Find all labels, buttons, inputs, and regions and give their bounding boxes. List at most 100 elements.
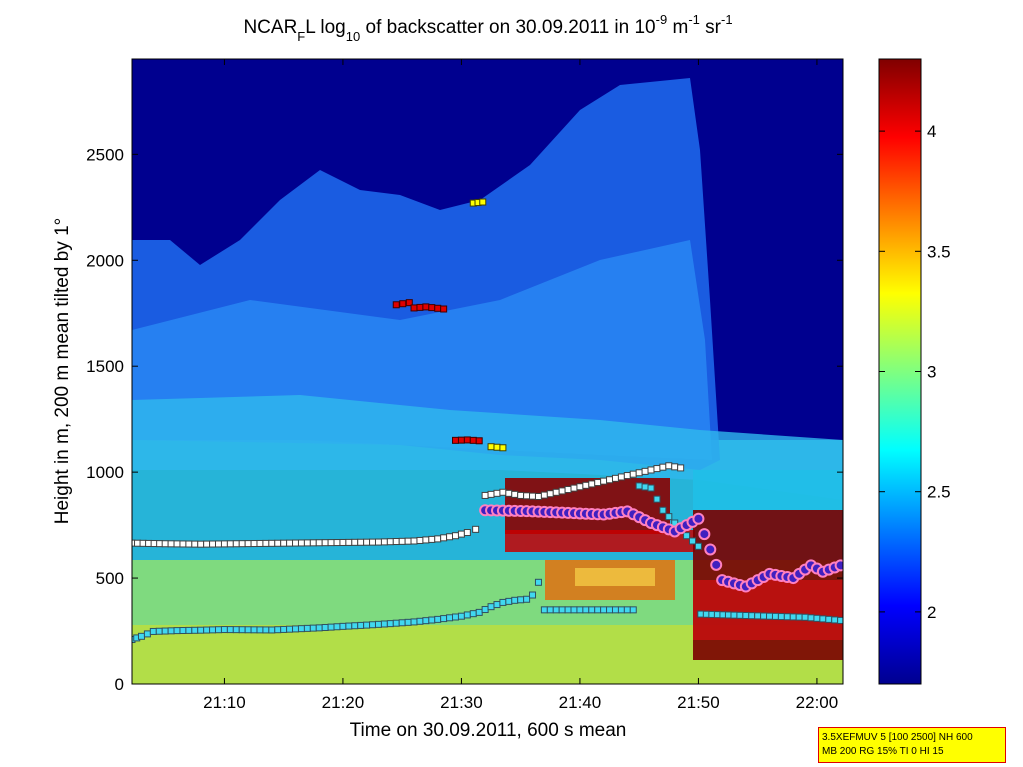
layer-marker-square bbox=[173, 627, 181, 635]
layer-marker-square bbox=[357, 621, 365, 629]
layer-marker-square bbox=[286, 539, 294, 547]
layer-marker-square bbox=[600, 477, 608, 485]
layer-marker-square bbox=[457, 530, 465, 538]
layer-marker-square bbox=[410, 537, 418, 545]
layer-marker-square bbox=[671, 463, 679, 471]
layer-marker-square bbox=[493, 443, 501, 451]
layer-marker-square bbox=[576, 606, 584, 614]
layer-marker-square bbox=[505, 597, 513, 605]
layer-marker-square bbox=[540, 491, 548, 499]
layer-marker-square bbox=[795, 613, 803, 621]
marker-layer bbox=[132, 198, 843, 644]
colorbar-tick-label: 3 bbox=[927, 363, 936, 382]
layer-marker-square bbox=[665, 462, 673, 470]
dense-layer-yellow bbox=[575, 568, 655, 586]
layer-marker-square bbox=[760, 612, 768, 620]
layer-marker-square bbox=[161, 540, 169, 548]
x-tick-label: 21:20 bbox=[322, 693, 365, 712]
layer-marker-square bbox=[428, 304, 436, 312]
layer-marker-circle bbox=[692, 512, 705, 525]
layer-marker-square bbox=[428, 616, 436, 624]
layer-marker-square bbox=[694, 542, 702, 550]
plot-frame bbox=[131, 58, 844, 685]
layer-marker-square bbox=[268, 539, 276, 547]
layer-marker-square bbox=[635, 482, 643, 490]
layer-marker-square bbox=[321, 623, 329, 631]
dense-layer-late-red bbox=[693, 580, 843, 640]
layer-marker-square bbox=[617, 473, 625, 481]
layer-marker-square bbox=[399, 300, 407, 308]
layer-marker-square bbox=[487, 490, 495, 498]
layer-marker-square bbox=[813, 614, 821, 622]
layer-marker-square bbox=[416, 303, 424, 311]
y-axis: 0 500 1000 1500 2000 2500 bbox=[86, 145, 843, 694]
layer-marker-square bbox=[345, 622, 353, 630]
layer-marker-square bbox=[303, 624, 311, 632]
layer-marker-square bbox=[309, 539, 317, 547]
layer-marker-square bbox=[742, 611, 750, 619]
info-box: 3.5XEFMUV 5 [100 2500] NH 600 MB 200 RG … bbox=[818, 727, 1006, 763]
layer-marker-square bbox=[481, 606, 489, 614]
layer-marker-square bbox=[250, 626, 258, 634]
layer-marker-square bbox=[472, 525, 480, 533]
layer-marker-square bbox=[523, 595, 531, 603]
layer-marker-square bbox=[493, 489, 501, 497]
x-tick-label: 21:30 bbox=[440, 693, 483, 712]
layer-marker-square bbox=[244, 626, 252, 634]
layer-marker-square bbox=[155, 627, 163, 635]
layer-marker-square bbox=[167, 627, 175, 635]
layer-marker-square bbox=[789, 613, 797, 621]
info-line-1: 3.5XEFMUV 5 [100 2500] NH 600 bbox=[822, 732, 973, 743]
layer-marker-square bbox=[422, 536, 430, 544]
layer-marker-square bbox=[479, 198, 487, 206]
layer-marker-square bbox=[546, 490, 554, 498]
layer-marker-square bbox=[558, 487, 566, 495]
layer-marker-square bbox=[327, 623, 335, 631]
y-tick-label: 1000 bbox=[86, 463, 124, 482]
late-cyan-band bbox=[693, 470, 843, 510]
layer-marker-square bbox=[653, 465, 661, 473]
layer-marker-square bbox=[392, 538, 400, 546]
layer-marker-square bbox=[280, 539, 288, 547]
layer-marker-square bbox=[292, 625, 300, 633]
layer-marker-square bbox=[220, 626, 228, 634]
layer-marker-square bbox=[487, 603, 495, 611]
layer-marker-square bbox=[659, 463, 667, 471]
layer-marker-square bbox=[292, 539, 300, 547]
layer-marker-square bbox=[339, 538, 347, 546]
layer-marker-square bbox=[440, 305, 448, 313]
layer-marker-square bbox=[226, 626, 234, 634]
layer-marker-square bbox=[143, 630, 151, 638]
layer-marker-square bbox=[511, 490, 519, 498]
layer-marker-square bbox=[405, 299, 413, 307]
layer-marker-square bbox=[659, 506, 667, 514]
layer-marker-square bbox=[463, 611, 471, 619]
layer-marker-square bbox=[653, 495, 661, 503]
y-tick-label: 500 bbox=[96, 569, 124, 588]
layer-marker-square bbox=[238, 540, 246, 548]
colorbar-tick-label: 2.5 bbox=[927, 483, 951, 502]
colorbar-tick-label: 4 bbox=[927, 122, 936, 141]
layer-marker-square bbox=[374, 620, 382, 628]
layer-marker-square bbox=[766, 612, 774, 620]
layer-marker-square bbox=[422, 617, 430, 625]
layer-marker-square bbox=[209, 540, 217, 548]
layer-marker-square bbox=[623, 606, 631, 614]
layer-marker-square bbox=[801, 613, 809, 621]
x-axis-label: Time on 30.09.2011, 600 s mean bbox=[350, 720, 627, 741]
y-axis-label: Height in m, 200 m mean tilted by 1° bbox=[52, 218, 73, 524]
layer-marker-square bbox=[173, 540, 181, 548]
dense-layer-mid bbox=[505, 530, 695, 552]
layer-marker-square bbox=[736, 611, 744, 619]
colorbar bbox=[879, 59, 921, 684]
layer-marker-square bbox=[232, 626, 240, 634]
layer-marker-square bbox=[321, 539, 329, 547]
layer-marker-square bbox=[594, 606, 602, 614]
layer-marker-square bbox=[452, 532, 460, 540]
layer-marker-square bbox=[457, 612, 465, 620]
layer-marker-square bbox=[268, 626, 276, 634]
layer-marker-square bbox=[392, 301, 400, 309]
layer-marker-square bbox=[629, 606, 637, 614]
layer-marker-square bbox=[404, 537, 412, 545]
x-tick-label: 21:40 bbox=[559, 693, 602, 712]
